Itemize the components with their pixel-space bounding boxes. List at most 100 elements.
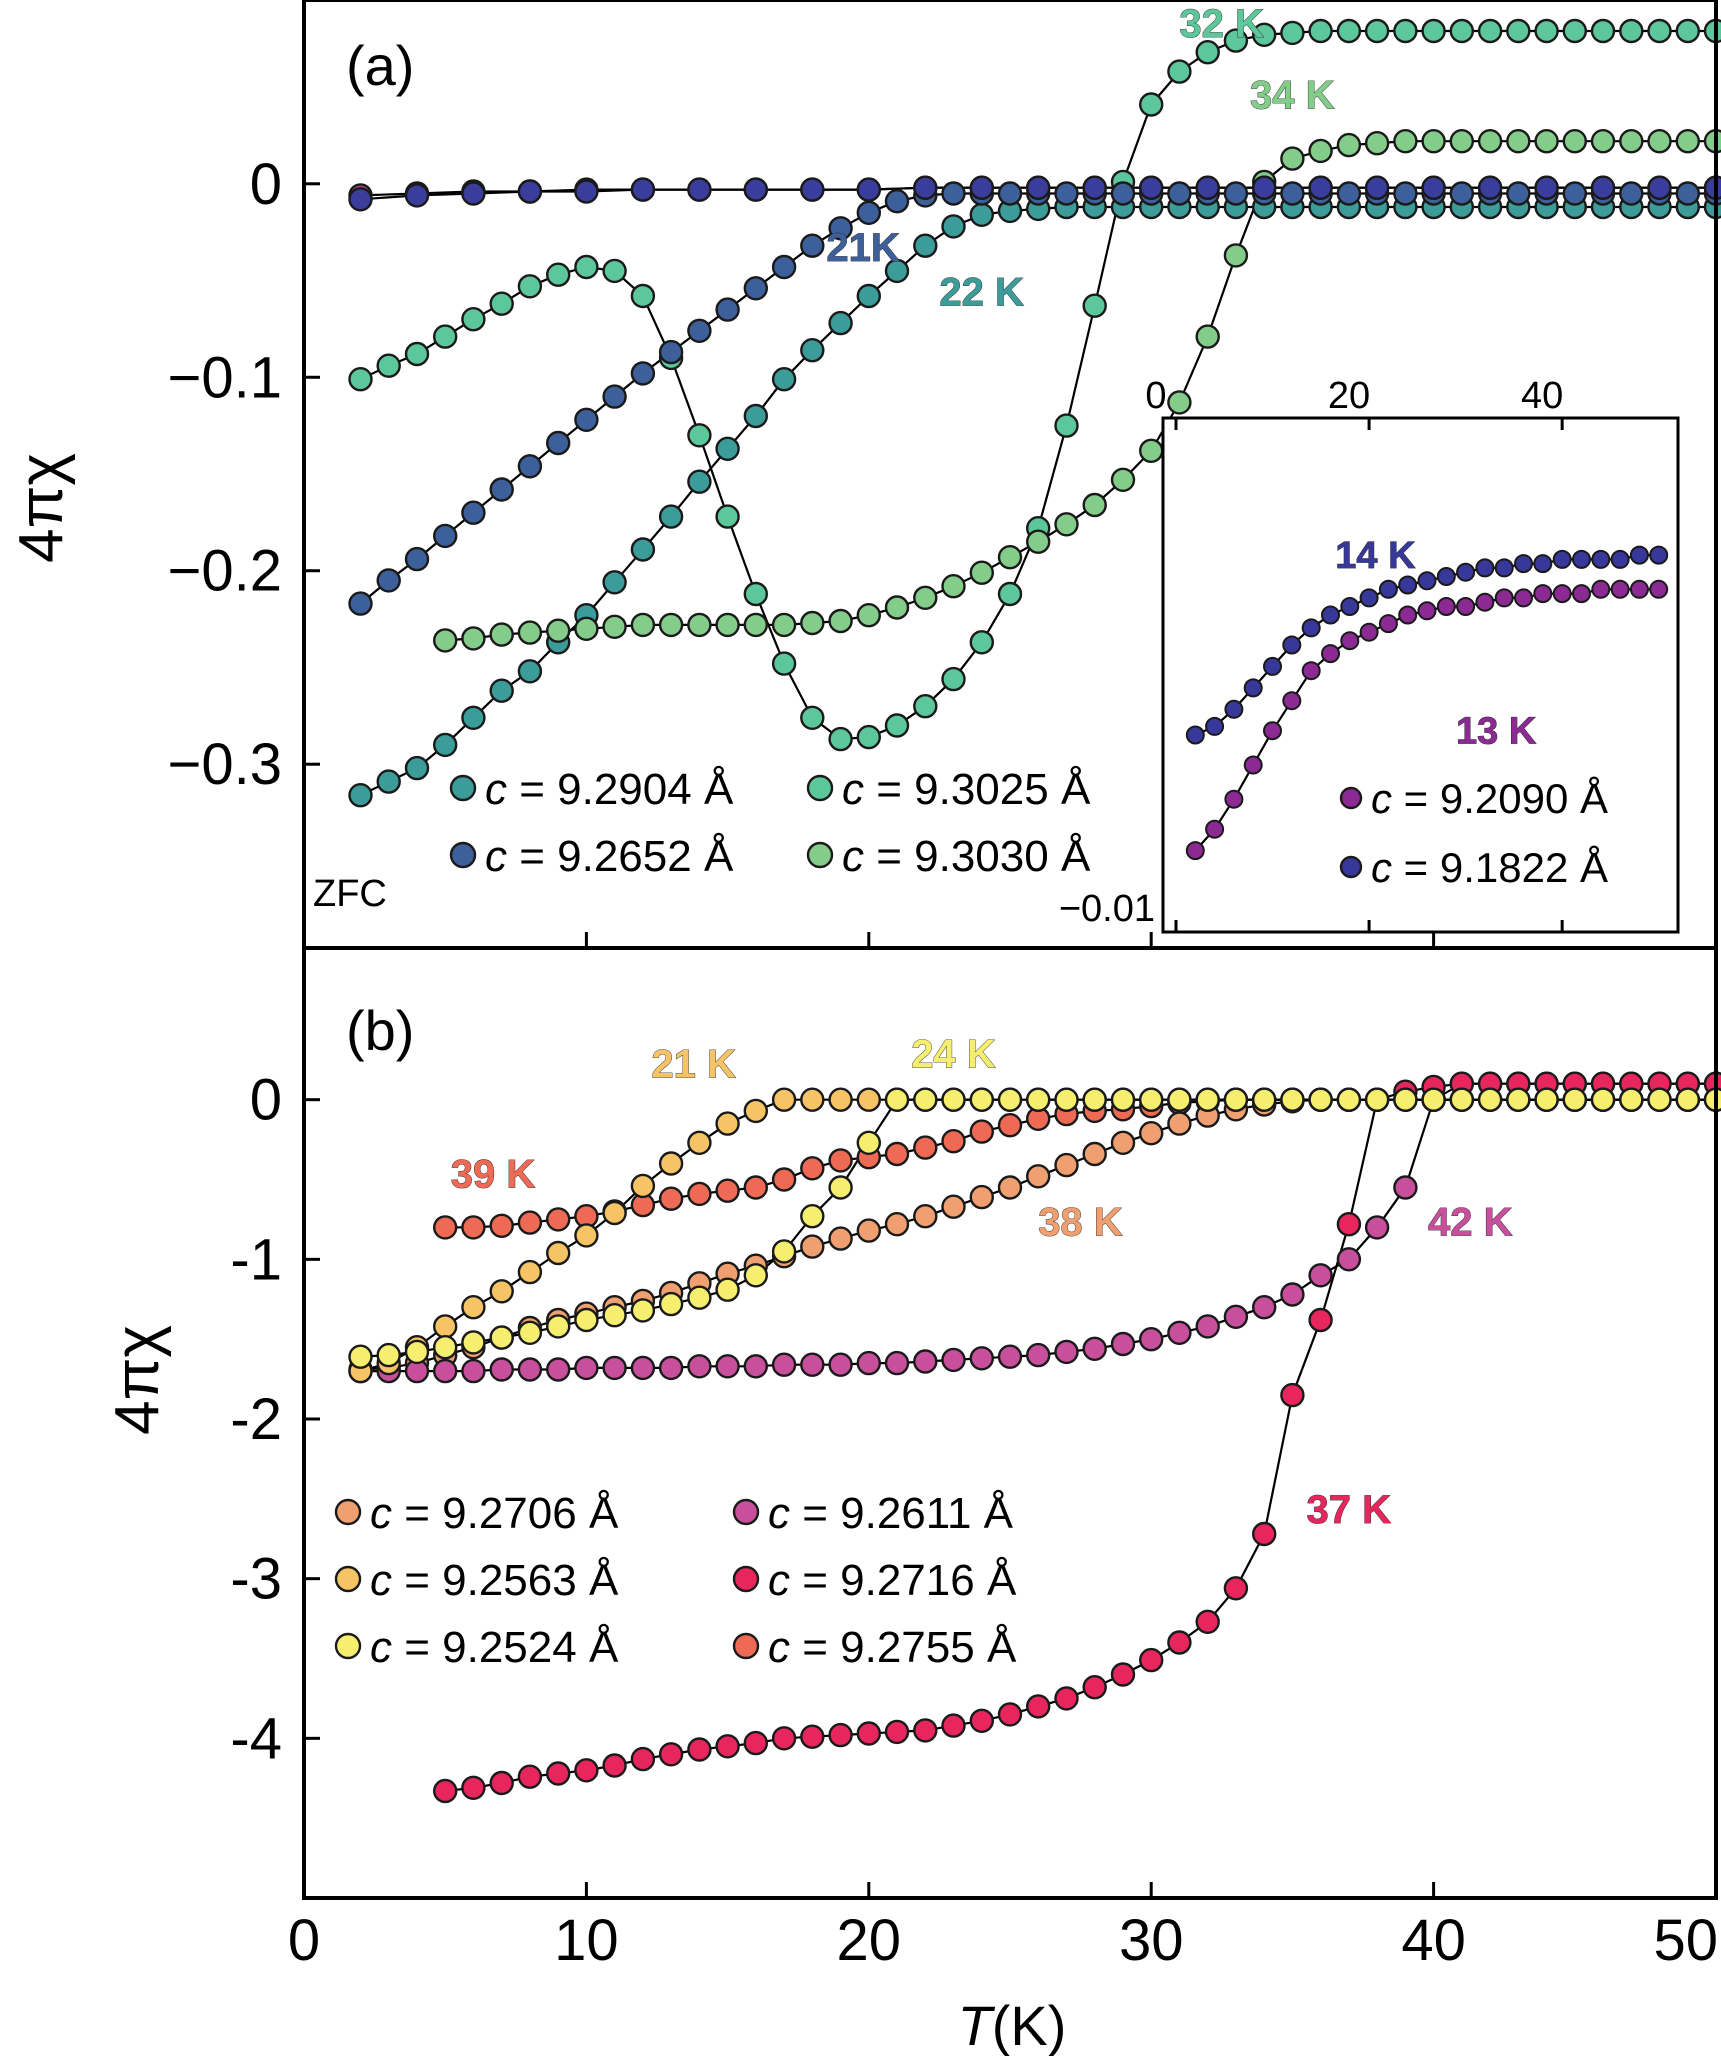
panel-b-data-point — [1280, 1382, 1305, 1408]
panel-a-data-point — [1110, 181, 1136, 206]
panel-b-data-point — [1195, 1609, 1220, 1635]
panel-a-data-point — [687, 177, 712, 202]
panel-a-data-point — [376, 353, 401, 378]
panel-b-data-point — [1477, 1087, 1503, 1112]
panel-a-data-point — [1421, 18, 1446, 44]
panel-a-data-point — [941, 666, 966, 692]
panel-a-data-point — [433, 732, 458, 758]
panel-a-y-tick-label: −0.3 — [168, 732, 283, 797]
panel-a-data-point — [743, 276, 768, 301]
panel-b-data-point — [404, 1339, 430, 1365]
inset-data-point — [1282, 635, 1302, 655]
panel-b-data-point — [1393, 1087, 1418, 1112]
panel-b-frame — [302, 946, 1718, 1900]
panel-b-data-point — [884, 1211, 910, 1237]
panel-b-data-point — [1138, 1647, 1164, 1673]
inset-data-point — [1514, 588, 1533, 608]
panel-a-data-point — [1110, 467, 1136, 492]
panel-a-data-point — [941, 181, 966, 206]
panel-b-data-point — [433, 1358, 458, 1384]
panel-b-data-point — [517, 1320, 543, 1346]
panel-b-data-point — [1251, 1087, 1277, 1112]
panel-a-data-point — [348, 591, 373, 616]
panel-b-data-point — [1562, 1087, 1588, 1112]
panel-a-data-point — [1280, 146, 1305, 171]
panel-a-data-point — [1364, 130, 1390, 156]
panel-a-data-point — [913, 233, 938, 258]
panel-b-data-point — [630, 1298, 656, 1323]
panel-a-data-point — [489, 477, 514, 502]
panel-b-data-point — [800, 1156, 825, 1181]
panel-b-legend-value: = 9.2611 Å — [790, 1489, 1014, 1538]
inset-legend-marker — [1339, 855, 1363, 879]
inset-x-tick-label: 0 — [1145, 375, 1166, 417]
panel-a-annotations: 22 K 32 K 21K 34 K — [826, 1, 1335, 315]
panel-b-legend-label: c = 9.2755 Å — [768, 1623, 1017, 1672]
panel-a-data-point — [743, 403, 768, 429]
inset-legend-value: = 9.1822 Å — [1392, 844, 1608, 891]
panel-b-data-point — [1619, 1087, 1644, 1112]
panel-a-data-point — [517, 274, 543, 299]
panel-a-data-point — [1562, 18, 1588, 44]
x-axis-label: T(K) — [958, 1994, 1067, 2056]
panel-b-data-point — [828, 1352, 853, 1377]
panel-a-data-point — [489, 622, 514, 647]
panel-a-data-point — [1506, 181, 1531, 206]
panel-b-data-point — [743, 1354, 768, 1379]
panel-b-data-point — [658, 1151, 684, 1176]
panel-b-annotation-42-k: 42 K — [1428, 1200, 1513, 1244]
panel-b-data-point — [546, 1207, 571, 1232]
panel-b-data-point — [546, 1240, 571, 1266]
inset-data-point — [1456, 597, 1476, 616]
panel-a-data-point — [630, 612, 656, 638]
panel-b-data-point — [1054, 1339, 1079, 1365]
panel-a-data-point — [1138, 92, 1164, 117]
panel-b-data-point — [1082, 1674, 1107, 1700]
inset-data-point — [1456, 562, 1476, 582]
panel-b-legend-label: c = 9.2524 Å — [370, 1623, 619, 1672]
panel-a-data-point — [856, 283, 881, 309]
panel-b-data-point — [574, 1307, 599, 1333]
inset-data-point — [1475, 592, 1495, 612]
panel-b-data-point — [771, 1239, 797, 1264]
panel-b-data-point — [1308, 1263, 1333, 1288]
panel-b-annotation-21-k: 21 K — [651, 1042, 736, 1086]
panel-b-data-point — [800, 1352, 825, 1377]
panel-b-legend-value: = 9.2563 Å — [392, 1556, 619, 1605]
panel-a-data-point — [574, 254, 599, 280]
panel-b-annotation-24-k: 24 K — [911, 1033, 996, 1077]
panel-a-data-point — [913, 585, 938, 610]
panel-b-data-point — [1336, 1087, 1362, 1112]
inset-data-point — [1321, 644, 1340, 664]
panel-b-data-point — [1449, 1087, 1475, 1112]
panel-a-data-point — [1534, 18, 1559, 44]
inset-x-tick-label: 40 — [1521, 375, 1563, 417]
panel-a-data-point — [856, 177, 881, 202]
panel-b-data-point — [687, 1737, 712, 1762]
panel-b-data-point — [602, 1355, 627, 1381]
panel-b-data-point — [1308, 1087, 1333, 1112]
panel-b-data-point — [1110, 1087, 1136, 1112]
panel-a-data-point — [1675, 181, 1701, 206]
inset-y-tick-label: −0.01 — [1059, 888, 1155, 930]
panel-a-data-point — [1195, 324, 1220, 349]
inset-legend: c = 9.2090 Åc = 9.1822 Å — [1339, 775, 1608, 891]
panel-a-data-point — [1138, 438, 1164, 463]
panel-b-data-point — [969, 1708, 994, 1734]
panel-b-legend-marker — [334, 1632, 362, 1660]
panel-a-data-point — [913, 694, 938, 719]
panel-a-data-point — [1393, 181, 1418, 206]
panel-b-data-point — [856, 1350, 881, 1376]
panel-a-data-point — [884, 258, 910, 284]
panel-a-data-point — [771, 367, 797, 392]
panel-a-data-point — [574, 407, 599, 432]
panel-b-data-point — [602, 1753, 627, 1778]
panel-b-data-point — [658, 1742, 684, 1767]
panel-a-data-point — [1308, 18, 1333, 44]
panel-b-y-axis-label: 4πχ — [103, 1325, 172, 1435]
panel-b-label: (b) — [346, 999, 414, 1062]
panel-a-data-point — [1703, 175, 1721, 200]
panel-a-y-axis-label: 4πχ — [7, 453, 76, 563]
panel-b-legend-symbol: c — [370, 1556, 392, 1605]
panel-a-data-point — [1223, 28, 1249, 53]
